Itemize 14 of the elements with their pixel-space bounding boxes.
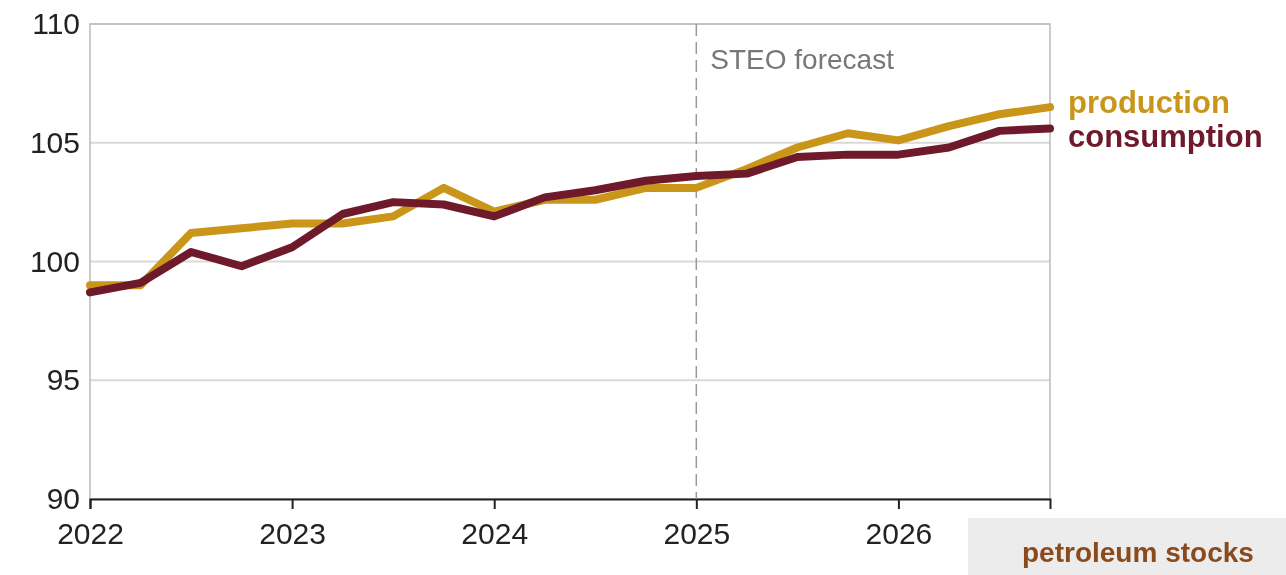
x-tick-label: 2022 (57, 517, 124, 551)
y-tick-label: 105 (29, 125, 80, 159)
y-tick-label: 95 (46, 363, 80, 397)
ref-line-label: STEO forecast (710, 44, 895, 75)
x-tick-label: 2025 (663, 517, 731, 551)
x-tick-label: 2026 (865, 517, 933, 551)
y-tick-label: 100 (29, 244, 80, 278)
x-tick-label: 2024 (461, 517, 529, 551)
y-tick-label: 110 (32, 7, 80, 41)
series-label: production (1068, 85, 1230, 121)
x-tick-label: 2023 (259, 517, 326, 551)
series-label: consumption (1068, 119, 1263, 155)
text: petroleum stocks (1022, 537, 1254, 568)
y-tick-label: 90 (46, 482, 80, 516)
